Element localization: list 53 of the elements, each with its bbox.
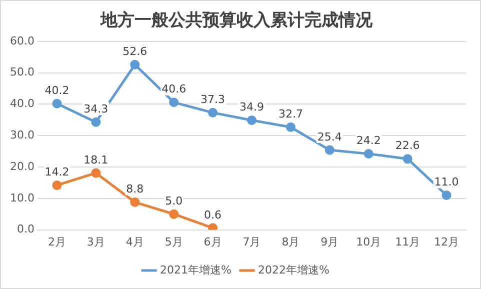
point	[364, 149, 374, 159]
x-tick-label: 5月	[164, 235, 183, 248]
legend-label: 2021年增速%	[160, 263, 232, 276]
point	[91, 117, 101, 127]
point	[246, 115, 256, 125]
point	[442, 190, 452, 200]
point	[130, 60, 140, 70]
point	[324, 145, 334, 155]
point	[91, 168, 101, 178]
data-label: 32.7	[278, 107, 303, 120]
chart-title: 地方一般公共预算收入累计完成情况	[100, 10, 374, 31]
point	[169, 209, 179, 219]
x-tick-label: 11月	[395, 235, 420, 248]
point	[208, 108, 218, 118]
y-tick-label: 50.0	[10, 66, 34, 79]
data-label: 34.9	[239, 100, 264, 114]
point	[52, 98, 62, 108]
y-tick-label: 20.0	[10, 160, 34, 173]
data-label: 25.4	[317, 130, 342, 144]
y-tick-label: 30.0	[10, 128, 34, 142]
data-label: 37.3	[200, 93, 226, 106]
data-label: 11.0	[434, 176, 459, 189]
data-label: 34.3	[84, 102, 108, 116]
y-tick-label: 60.0	[10, 34, 34, 48]
data-label: 40.6	[162, 82, 186, 96]
y-tick-label: 10.0	[10, 191, 34, 204]
data-label: 5.0	[165, 194, 183, 208]
point	[402, 154, 412, 164]
data-label: 18.1	[84, 153, 108, 166]
point	[169, 98, 179, 108]
x-tick-label: 2月	[48, 235, 66, 248]
y-tick-label: 0.0	[16, 222, 34, 236]
x-tick-label: 10月	[356, 235, 382, 248]
point	[286, 122, 296, 132]
data-label: 0.6	[204, 208, 222, 222]
data-label: 52.6	[122, 44, 148, 58]
data-label: 22.6	[395, 139, 420, 152]
x-tick-label: 12月	[434, 235, 460, 248]
data-label: 14.2	[44, 166, 70, 179]
x-tick-label: 6月	[204, 235, 222, 248]
point	[52, 180, 62, 190]
data-label: 24.2	[356, 134, 381, 148]
x-tick-label: 7月	[242, 235, 261, 248]
x-tick-label: 3月	[86, 235, 105, 248]
data-label: 8.8	[126, 182, 144, 196]
point	[208, 223, 218, 230]
y-tick-label: 40.0	[10, 97, 34, 110]
point	[130, 197, 140, 207]
x-tick-label: 4月	[126, 235, 144, 248]
legend-label: 2022年增速%	[258, 263, 330, 276]
x-tick-label: 8月	[282, 235, 300, 248]
data-label: 40.2	[44, 84, 70, 97]
x-tick-label: 9月	[320, 235, 339, 248]
